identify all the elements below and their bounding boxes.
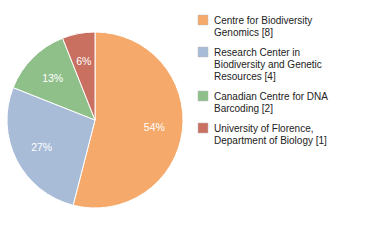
legend-label-line: Genomics [8] [214, 27, 273, 38]
pie-slice [63, 32, 95, 120]
legend-label: University of Florence,Department of Bio… [214, 123, 327, 146]
legend-label-line: Department of Biology [1] [214, 135, 327, 146]
legend-label-line: Barcoding [2] [214, 103, 273, 114]
legend-label: Centre for BiodiversityGenomics [8] [214, 15, 312, 38]
legend-item: Centre for BiodiversityGenomics [8] [198, 15, 312, 38]
data-label: 6% [76, 55, 91, 67]
legend-label-line: University of Florence, [214, 123, 313, 134]
legend-label-line: Resources [4] [214, 71, 276, 82]
chart-container: 54% 27% 13% 6% Centre for BiodiversityGenomi… [0, 0, 380, 240]
legend-swatch [198, 123, 208, 133]
legend-label-line: Biodiversity and Genetic [214, 59, 322, 70]
legend-swatch [198, 47, 208, 57]
legend-label-line: Canadian Centre for DNA [214, 91, 328, 102]
legend-label: Research Center inBiodiversity and Genet… [214, 47, 322, 82]
legend-label-line: Research Center in [214, 47, 300, 58]
legend-item: Canadian Centre for DNABarcoding [2] [198, 91, 328, 114]
data-label: 27% [31, 141, 52, 153]
legend-item: Research Center inBiodiversity and Genet… [198, 47, 322, 82]
legend: Centre for BiodiversityGenomics [8] Resea… [198, 15, 328, 146]
legend-label: Canadian Centre for DNABarcoding [2] [214, 91, 328, 114]
legend-label-line: Centre for Biodiversity [214, 15, 312, 26]
data-label: 54% [144, 121, 165, 133]
legend-item: University of Florence,Department of Bio… [198, 123, 327, 146]
data-label: 13% [42, 72, 63, 84]
chart-svg: 54% 27% 13% 6% Centre for BiodiversityGenomi… [0, 0, 380, 240]
legend-swatch [198, 15, 208, 25]
pie: 54% 27% 13% 6% [7, 32, 183, 208]
legend-swatch [198, 91, 208, 101]
